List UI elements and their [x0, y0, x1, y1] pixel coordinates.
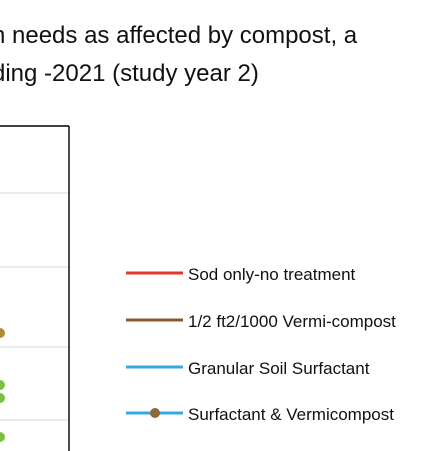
legend-label: Surfactant & Vermicompost — [188, 405, 394, 424]
legend-marker — [150, 408, 160, 418]
data-point — [0, 380, 5, 390]
legend-item-2: Granular Soil Surfactant — [126, 359, 370, 378]
legend-item-0: Sod only-no treatment — [126, 265, 356, 284]
data-point — [0, 393, 5, 403]
legend-item-1: 1/2 ft2/1000 Vermi-compost — [126, 312, 396, 331]
data-point — [0, 328, 5, 338]
legend-label: Sod only-no treatment — [188, 265, 356, 284]
data-point — [0, 432, 5, 442]
chart-title-line-2: ding -2021 (study year 2) — [0, 60, 259, 87]
legend-item-3: Surfactant & Vermicompost — [126, 405, 394, 424]
legend-label: 1/2 ft2/1000 Vermi-compost — [188, 312, 396, 331]
legend: Sod only-no treatment 1/2 ft2/1000 Vermi… — [126, 265, 396, 424]
chart-title-line-1: n needs as affected by compost, a — [0, 22, 358, 49]
legend-label: Granular Soil Surfactant — [188, 359, 370, 378]
plot-area — [0, 125, 70, 451]
